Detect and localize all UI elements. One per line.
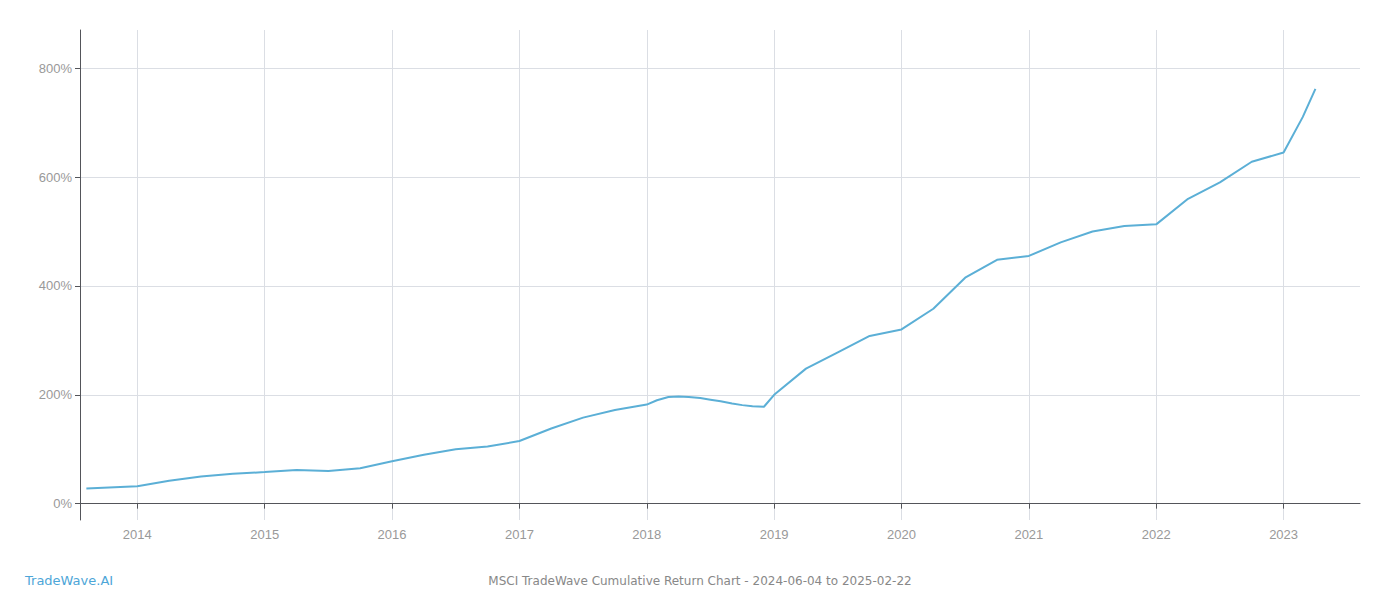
svg-text:200%: 200% bbox=[39, 387, 73, 402]
svg-text:2017: 2017 bbox=[505, 527, 534, 542]
svg-text:2019: 2019 bbox=[760, 527, 789, 542]
svg-text:2014: 2014 bbox=[123, 527, 152, 542]
svg-text:2021: 2021 bbox=[1014, 527, 1043, 542]
svg-text:0%: 0% bbox=[53, 496, 72, 511]
svg-text:400%: 400% bbox=[39, 278, 73, 293]
svg-text:2022: 2022 bbox=[1142, 527, 1171, 542]
svg-text:MSCI TradeWave Cumulative Retu: MSCI TradeWave Cumulative Return Chart -… bbox=[488, 574, 911, 588]
svg-text:2018: 2018 bbox=[632, 527, 661, 542]
svg-text:2015: 2015 bbox=[250, 527, 279, 542]
svg-text:TradeWave.AI: TradeWave.AI bbox=[24, 573, 113, 588]
svg-text:800%: 800% bbox=[39, 61, 73, 76]
svg-text:600%: 600% bbox=[39, 170, 73, 185]
svg-text:2016: 2016 bbox=[378, 527, 407, 542]
svg-text:2020: 2020 bbox=[887, 527, 916, 542]
svg-text:2023: 2023 bbox=[1269, 527, 1298, 542]
